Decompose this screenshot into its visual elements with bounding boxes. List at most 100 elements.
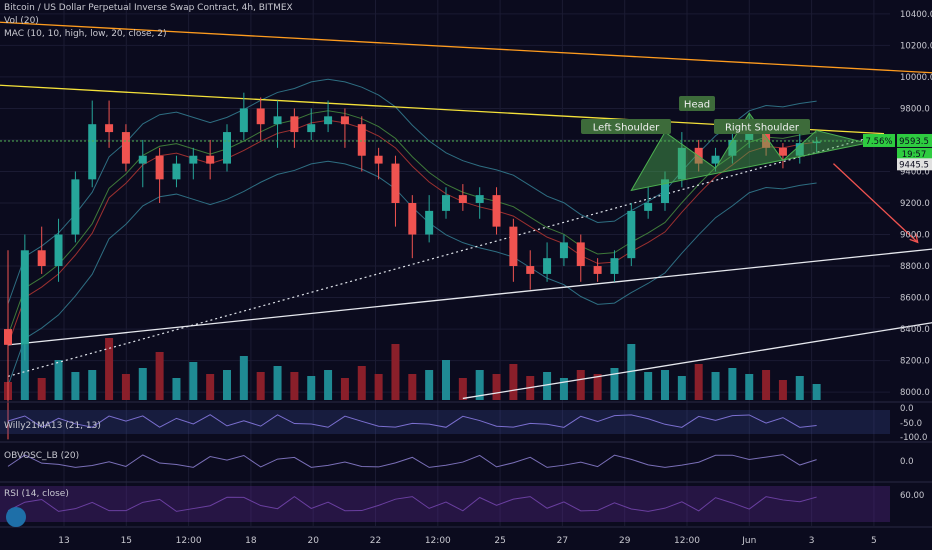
- volume-bar: [324, 370, 333, 400]
- candle-body: [644, 203, 653, 211]
- time-box: [897, 147, 932, 160]
- candle-body: [526, 266, 535, 274]
- volume-bar: [661, 370, 669, 400]
- y-tick-label: 9200.0: [900, 199, 930, 209]
- volume-bar: [256, 372, 265, 400]
- candle-body: [728, 139, 737, 156]
- willy-pane-line: [7, 414, 817, 428]
- obv-label: OBVOSC_LB (20): [4, 451, 80, 461]
- willy-label: Willy21MA13 (21, 13): [4, 421, 101, 431]
- volume-bar: [559, 378, 568, 400]
- x-tick-label: Jun: [741, 536, 756, 546]
- candle-body: [391, 163, 400, 203]
- pct-badge-box: [863, 133, 895, 147]
- mac-label: MAC (10, 10, high, low, 20, close, 2): [4, 29, 167, 39]
- chart-title: Bitcoin / US Dollar Perpetual Inverse Sw…: [4, 3, 293, 13]
- volume-bar: [745, 374, 754, 400]
- volume-bar: [340, 378, 349, 400]
- candle-body: [206, 155, 215, 164]
- obv-pane-line: [7, 454, 817, 468]
- x-tick-label: 29: [619, 536, 631, 546]
- candle-body: [223, 132, 231, 164]
- volume-bar: [223, 370, 231, 400]
- candle-body: [627, 210, 636, 259]
- time-badge: 19:57: [902, 150, 927, 160]
- x-tick-label: 12:00: [425, 536, 451, 546]
- candle-body: [20, 250, 29, 345]
- volume-bar: [172, 378, 181, 400]
- y-tick-label: 8800.0: [900, 262, 930, 272]
- candle-body: [778, 147, 787, 156]
- x-tick-label: 5: [871, 536, 877, 546]
- candle-body: [610, 258, 619, 274]
- volume-bar: [88, 370, 97, 400]
- volume-bar: [694, 364, 703, 400]
- willy-fill: [0, 410, 890, 434]
- y-tick-label: 9400.0: [900, 167, 930, 177]
- volume-bar: [812, 384, 821, 400]
- candle-body: [290, 116, 299, 133]
- y-tick-label: 9000.0: [900, 231, 930, 241]
- volume-bar: [37, 378, 46, 400]
- volume-bar: [677, 376, 686, 400]
- candle-body: [593, 266, 602, 274]
- x-tick-label: 20: [307, 536, 319, 546]
- trendline-dotted: [7, 133, 885, 377]
- low-badge: 9445.5: [899, 160, 929, 170]
- y-tick-label: 10200.0: [900, 41, 932, 51]
- y-tick-label: 8200.0: [900, 357, 930, 367]
- candle-body: [172, 163, 181, 180]
- right-shoulder-label-box: [714, 119, 810, 134]
- left-shoulder-label: Left Shoulder: [593, 123, 660, 134]
- candle-body: [155, 155, 164, 180]
- volume-bar: [155, 352, 164, 400]
- candle-body: [138, 155, 147, 164]
- rsi-fill: [0, 486, 890, 522]
- volume-bar: [509, 364, 518, 400]
- candle-body: [475, 195, 484, 203]
- pane-tick: 0.0: [900, 404, 914, 414]
- candle-body: [324, 116, 333, 125]
- y-tick-label: 8000.0: [900, 388, 930, 398]
- x-tick-label: 12:00: [176, 536, 202, 546]
- candle-body: [239, 108, 248, 133]
- volume-bar: [239, 356, 248, 400]
- candle-body: [105, 124, 114, 133]
- candle-body: [711, 155, 720, 164]
- volume-bar: [610, 368, 619, 400]
- volume-bar: [54, 360, 63, 400]
- candle-body: [88, 124, 97, 180]
- x-tick-label: 27: [557, 536, 568, 546]
- rsi-pane-line: [7, 495, 817, 512]
- volume-bar: [189, 362, 198, 400]
- x-tick-label: 12:00: [674, 536, 700, 546]
- volume-bar: [374, 374, 383, 400]
- y-tick-label: 10400.0: [900, 10, 932, 20]
- volume-bar: [442, 360, 450, 400]
- tradingview-logo[interactable]: [6, 507, 26, 527]
- pane-tick: -100.0: [900, 433, 927, 443]
- candle-body: [54, 234, 63, 267]
- candle-body: [71, 179, 80, 235]
- volume-bar: [458, 378, 467, 400]
- volume-bar: [391, 344, 400, 400]
- trendline-white2: [462, 322, 932, 400]
- volume-bar: [425, 370, 434, 400]
- candle-body: [357, 124, 366, 156]
- volume-bar: [778, 380, 787, 400]
- pane-tick: 0.0: [900, 457, 914, 467]
- candle-body: [121, 132, 130, 164]
- volume-bar: [593, 374, 602, 400]
- volume-bar: [728, 368, 737, 400]
- candle-body: [559, 242, 568, 259]
- candle-body: [340, 116, 349, 125]
- head-label-box: [679, 96, 715, 111]
- pane-tick: 60.00: [900, 491, 924, 501]
- x-tick-label: 15: [121, 536, 132, 546]
- pct-badge: 7.56%: [865, 137, 892, 147]
- pane-tick: -50.0: [900, 419, 922, 429]
- volume-bar: [121, 374, 130, 400]
- candle-body: [677, 147, 686, 180]
